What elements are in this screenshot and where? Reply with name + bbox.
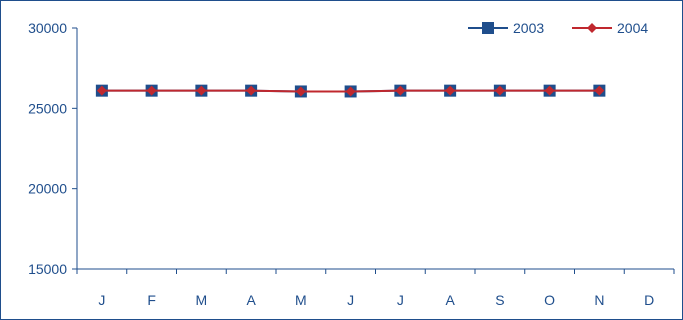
y-tick-label: 25000	[28, 100, 67, 116]
x-tick-label: J	[347, 292, 354, 308]
data-point	[345, 86, 356, 97]
legend-marker	[587, 23, 597, 33]
x-tick-label: A	[246, 292, 256, 308]
data-point	[146, 85, 157, 96]
data-point	[96, 85, 107, 96]
x-tick-label: J	[397, 292, 404, 308]
x-tick-label: M	[196, 292, 208, 308]
x-tick-label: A	[445, 292, 455, 308]
y-tick-label: 20000	[28, 181, 67, 197]
chart-legend: 2003 2004	[468, 20, 648, 36]
data-point	[295, 86, 306, 97]
data-point	[395, 85, 406, 96]
x-tick-label: J	[98, 292, 105, 308]
legend-entry: 2004	[572, 20, 648, 36]
legend-marker	[482, 22, 494, 34]
x-tick-label: N	[594, 292, 604, 308]
chart-axes	[76, 28, 674, 270]
data-point	[544, 85, 555, 96]
legend-label: 2003	[513, 20, 544, 36]
y-axis-ticks: 15000 20000 25000 30000	[28, 20, 77, 277]
legend-label: 2004	[617, 20, 648, 36]
data-point	[494, 85, 505, 96]
data-point	[445, 85, 456, 96]
data-point	[246, 85, 257, 96]
y-tick-label: 30000	[28, 20, 67, 36]
x-tick-label: F	[147, 292, 156, 308]
x-tick-label: O	[544, 292, 555, 308]
legend-entry: 2003	[468, 20, 544, 36]
series-2004	[96, 85, 605, 97]
x-tick-label: D	[644, 292, 654, 308]
y-tick-label: 15000	[28, 261, 67, 277]
x-tick-label: S	[495, 292, 504, 308]
data-point	[594, 85, 605, 96]
chart-series	[95, 84, 606, 98]
x-tick-label: M	[295, 292, 307, 308]
data-point	[196, 85, 207, 96]
